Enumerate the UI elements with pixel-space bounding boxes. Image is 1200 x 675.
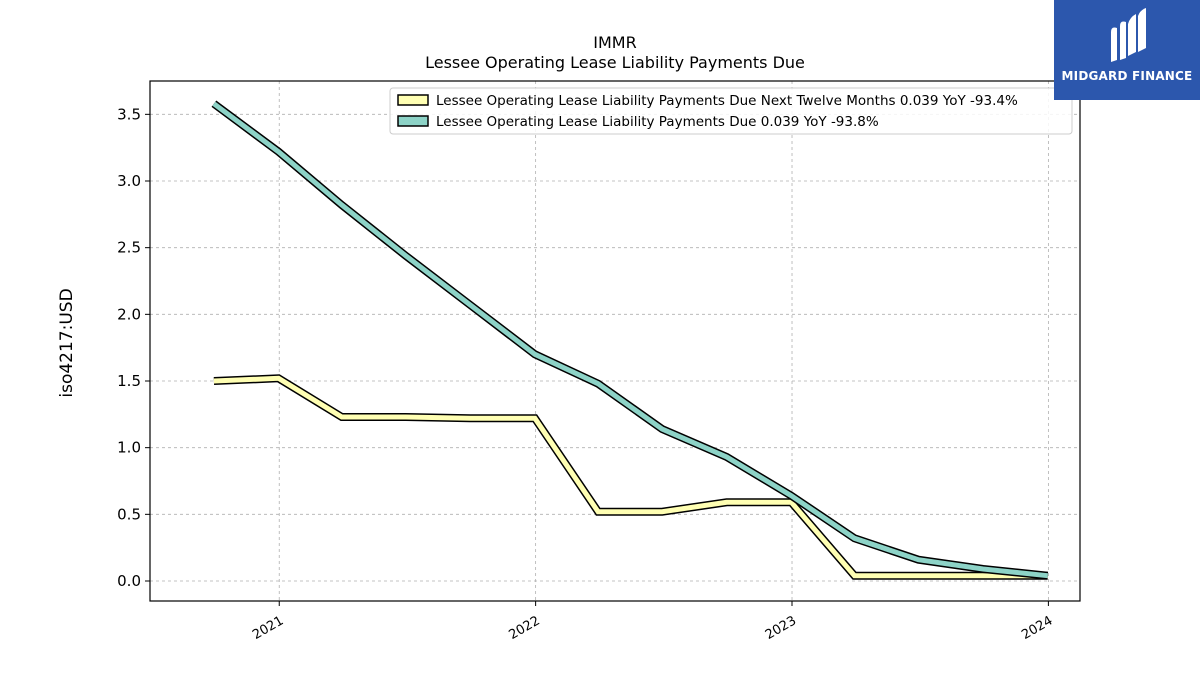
x-tick-label: 2022 xyxy=(506,613,542,643)
x-tick-label: 2023 xyxy=(763,613,799,643)
y-axis-label: iso4217:USD xyxy=(57,288,77,397)
x-tick-label: 2021 xyxy=(250,613,286,643)
series-line xyxy=(212,101,1048,579)
y-tick-label: 0.5 xyxy=(117,505,141,523)
x-tick-label: 2024 xyxy=(1019,613,1055,643)
y-tick-label: 2.0 xyxy=(117,305,141,323)
y-tick-label: 1.0 xyxy=(117,439,141,457)
y-tick-label: 0.0 xyxy=(117,572,141,590)
logo-mark-icon xyxy=(1111,8,1146,62)
y-tick-label: 3.5 xyxy=(117,105,141,123)
legend-swatch xyxy=(397,94,429,106)
series-line xyxy=(213,375,1048,579)
legend-entry-label: Lessee Operating Lease Liability Payment… xyxy=(436,114,879,130)
legend-swatch xyxy=(397,115,429,127)
chart-subtitle: Lessee Operating Lease Liability Payment… xyxy=(425,53,805,72)
brand-logo: MIDGARD FINANCE xyxy=(1054,0,1200,100)
legend-box xyxy=(389,87,1073,135)
chart-title: IMMR xyxy=(593,33,636,52)
plot-frame xyxy=(149,80,1081,602)
series-line-outline xyxy=(211,100,1049,580)
legend-entry-label: Lessee Operating Lease Liability Payment… xyxy=(436,93,1018,109)
logo-text: MIDGARD FINANCE xyxy=(1061,69,1193,83)
y-tick-label: 1.5 xyxy=(117,372,141,390)
y-tick-label: 3.0 xyxy=(117,172,141,190)
y-tick-label: 2.5 xyxy=(117,239,141,257)
